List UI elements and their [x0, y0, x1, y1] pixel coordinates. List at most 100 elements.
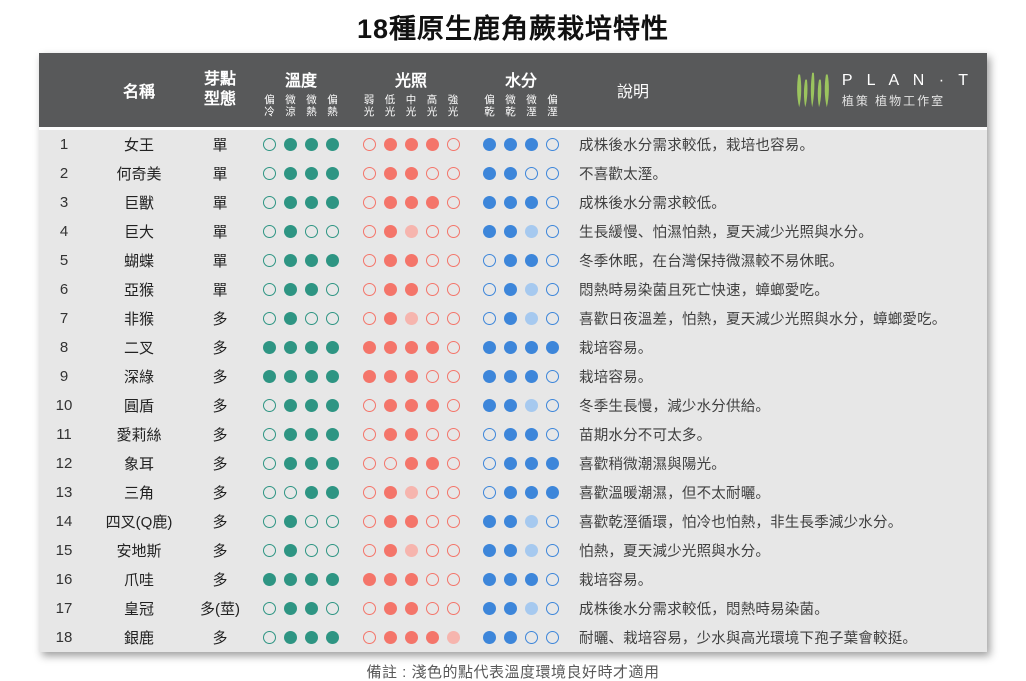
light-dot — [383, 283, 397, 296]
water-dot — [546, 225, 559, 238]
light-dots — [351, 167, 471, 180]
light-dot — [383, 428, 397, 441]
fern-name: 蝴蝶 — [123, 253, 154, 270]
bud-type: 多 — [212, 514, 228, 531]
light-dot — [425, 196, 439, 209]
light-dot — [446, 254, 460, 267]
water-dot — [525, 515, 538, 528]
temp-dots — [251, 631, 351, 644]
bud-type: 多(莖) — [200, 601, 240, 618]
fern-name: 四叉(Q鹿) — [105, 514, 173, 531]
water-dot — [546, 341, 559, 354]
header-name: 名稱 — [122, 84, 155, 101]
temp-dot — [284, 283, 297, 296]
water-dot — [483, 138, 496, 151]
light-dot — [404, 544, 418, 557]
temp-dot — [305, 312, 318, 325]
light-dots — [351, 283, 471, 296]
water-dot — [525, 138, 538, 151]
light-dot — [383, 515, 397, 528]
temp-dot — [326, 138, 339, 151]
light-dot — [446, 341, 460, 354]
water-dot — [504, 138, 517, 151]
light-dots — [351, 457, 471, 470]
fern-name: 三角 — [123, 485, 154, 502]
table-row: 6 亞猴 單 悶熱時易染菌且死亡快速，蟑螂愛吃。 — [39, 275, 987, 304]
table-row: 9 深綠 多 栽培容易。 — [39, 362, 987, 391]
water-dots — [471, 312, 571, 325]
table-row: 1 女王 單 成株後水分需求較低，栽培也容易。 — [39, 130, 987, 159]
temp-dot — [326, 225, 339, 238]
bud-type: 多 — [212, 572, 228, 589]
water-dot — [504, 254, 517, 267]
temperature-group-label: 溫度 — [284, 73, 317, 91]
row-index: 13 — [55, 484, 73, 501]
table-row: 18 銀鹿 多 耐曬、栽培容易，少水與高光環境下孢子葉會較挺。 — [39, 623, 987, 652]
light-dot — [446, 370, 460, 383]
light-dot — [362, 225, 376, 238]
temp-dot — [263, 515, 276, 528]
fern-description: 悶熱時易染菌且死亡快速，蟑螂愛吃。 — [579, 283, 829, 299]
header-description: 說明 — [571, 53, 987, 127]
light-dot — [425, 399, 439, 412]
header-light: 光照 弱光 低光 中光 高光 強光 — [351, 53, 471, 127]
temp-dot — [305, 138, 318, 151]
light-dot — [383, 138, 397, 151]
temp-dot — [284, 457, 297, 470]
bud-type: 單 — [212, 166, 228, 183]
water-dots — [471, 457, 571, 470]
water-dot — [525, 312, 538, 325]
water-dot — [546, 428, 559, 441]
light-dot — [425, 544, 439, 557]
light-dot — [404, 631, 418, 644]
temp-dot — [326, 486, 339, 499]
light-dot — [362, 283, 376, 296]
table-row: 3 巨獸 單 成株後水分需求較低。 — [39, 188, 987, 217]
water-sublabel: 偏溼 — [547, 94, 558, 118]
water-dot — [504, 167, 517, 180]
water-dot — [525, 196, 538, 209]
light-dot — [425, 457, 439, 470]
water-dot — [546, 138, 559, 151]
temp-dot — [263, 631, 276, 644]
light-dot — [446, 486, 460, 499]
temp-dots — [251, 138, 351, 151]
light-dot — [404, 457, 418, 470]
water-dots — [471, 544, 571, 557]
row-index: 4 — [59, 223, 69, 240]
row-index: 6 — [59, 281, 69, 298]
temp-dot — [284, 602, 297, 615]
water-dots — [471, 225, 571, 238]
temp-dots — [251, 573, 351, 586]
temp-dot — [263, 138, 276, 151]
light-dot — [425, 138, 439, 151]
temp-dot — [305, 341, 318, 354]
temp-sublabel: 偏熱 — [327, 94, 338, 118]
water-dot — [525, 544, 538, 557]
light-dot — [362, 631, 376, 644]
fern-description: 喜歡稍微潮濕與陽光。 — [579, 457, 726, 473]
temp-dots — [251, 602, 351, 615]
temp-dots — [251, 312, 351, 325]
row-index: 2 — [59, 165, 69, 182]
light-dot — [383, 196, 397, 209]
light-dots — [351, 312, 471, 325]
light-dots — [351, 138, 471, 151]
light-dot — [446, 544, 460, 557]
water-dot — [504, 225, 517, 238]
water-dot — [525, 283, 538, 296]
temp-dot — [263, 544, 276, 557]
light-dots — [351, 573, 471, 586]
water-dot — [525, 428, 538, 441]
temp-dot — [263, 399, 276, 412]
temp-dot — [284, 225, 297, 238]
temp-dot — [284, 486, 297, 499]
water-dots — [471, 602, 571, 615]
light-dot — [425, 428, 439, 441]
temp-dot — [305, 573, 318, 586]
light-dot — [425, 515, 439, 528]
water-dot — [483, 312, 496, 325]
light-dot — [383, 486, 397, 499]
light-dot — [446, 167, 460, 180]
water-sublabel: 微乾 — [505, 94, 516, 118]
